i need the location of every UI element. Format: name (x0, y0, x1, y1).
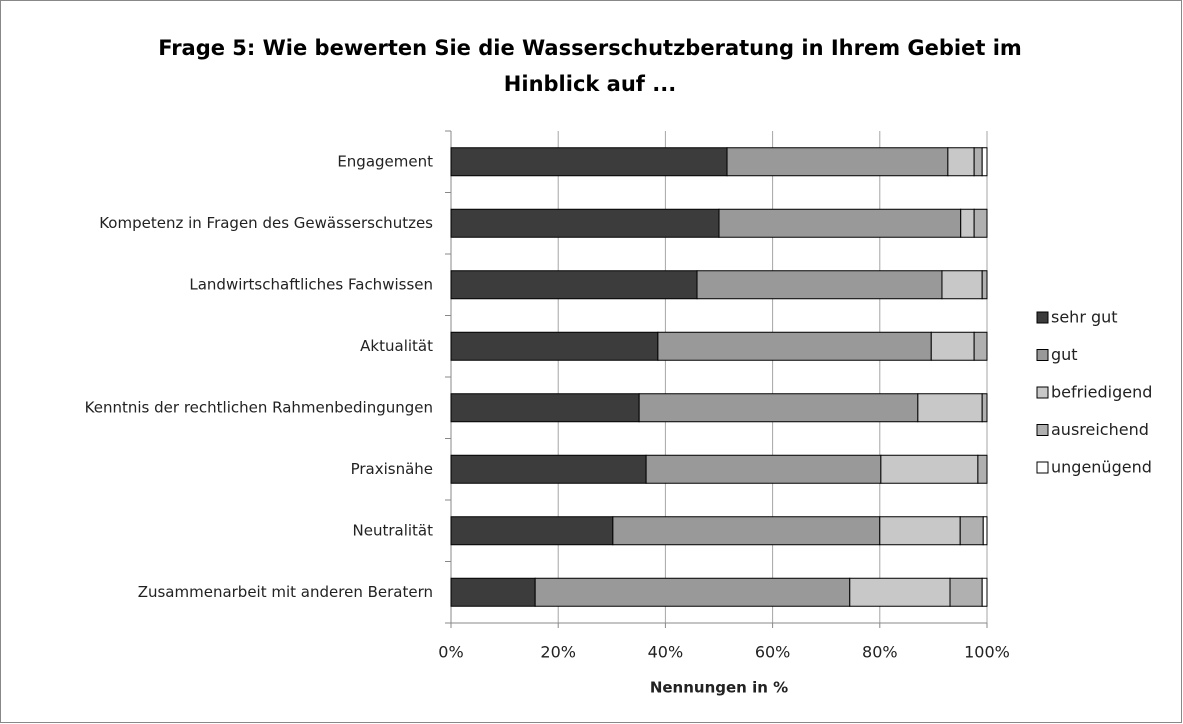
bar-segment (981, 577, 988, 607)
y-tick-label: Praxisnähe (351, 460, 433, 478)
bar-segment (981, 393, 988, 423)
bar-segment (450, 577, 536, 607)
bar-segment (947, 147, 975, 177)
bar-segment (726, 147, 949, 177)
bar-segment (696, 270, 943, 300)
bar-segment (534, 577, 851, 607)
y-tick-label: Landwirtschaftliches Fachwissen (189, 275, 433, 293)
bar-segment (973, 331, 988, 361)
legend-swatch (1036, 386, 1049, 399)
bar-segment (982, 516, 988, 546)
bar-segment (450, 393, 640, 423)
bar-segment (880, 454, 979, 484)
y-tick-label: Aktualität (360, 337, 433, 355)
legend-label: befriedigend (1051, 383, 1152, 402)
bar-segment (849, 577, 951, 607)
bar-segment (973, 147, 983, 177)
legend-label: ungenügend (1051, 458, 1152, 477)
legend-swatch (1036, 424, 1049, 436)
x-tick-label: 40% (648, 643, 684, 662)
bar-segment (917, 393, 983, 423)
legend-swatch (1036, 311, 1049, 324)
x-tick-label: 0% (438, 643, 463, 662)
x-tick-label: 100% (964, 643, 1010, 662)
y-tick-label: Kompetenz in Fragen des Gewässerschutzes (99, 214, 433, 232)
x-tick-label: 20% (540, 643, 576, 662)
bar-segment (930, 331, 975, 361)
bar-segment (450, 454, 647, 484)
bar-segment (638, 393, 919, 423)
bar-segment (977, 454, 988, 484)
legend-swatch (1036, 349, 1049, 361)
bar-segment (949, 577, 983, 607)
y-tick-label: Neutralität (353, 521, 434, 539)
bar-segment (879, 516, 961, 546)
y-tick-label: Kenntnis der rechtlichen Rahmenbedingung… (85, 398, 433, 416)
bar-segment (718, 208, 962, 238)
x-axis-title: Nennungen in % (650, 679, 788, 697)
bar-segment (941, 270, 983, 300)
bar-segment (450, 331, 659, 361)
bar-segment (973, 208, 988, 238)
y-tick-label: Zusammenarbeit mit anderen Beratern (138, 583, 433, 601)
legend-label: sehr gut (1051, 308, 1118, 327)
bar-segment (612, 516, 881, 546)
bar-segment (981, 147, 988, 177)
bar-segment (981, 270, 988, 300)
legend-label: ausreichend (1051, 420, 1149, 439)
bar-segment (645, 454, 882, 484)
bar-segment (450, 147, 728, 177)
chart-title: Frage 5: Wie bewerten Sie die Wasserschu… (158, 36, 1022, 96)
bar-segment (960, 208, 975, 238)
bar-segment (450, 270, 698, 300)
x-tick-label: 80% (862, 643, 898, 662)
bar-segment (959, 516, 984, 546)
x-tick-label: 60% (755, 643, 791, 662)
y-tick-label: Engagement (337, 152, 433, 170)
bar-segment (450, 516, 614, 546)
bar-segment (657, 331, 932, 361)
bar-segment (450, 208, 720, 238)
legend-swatch (1036, 461, 1049, 474)
legend-label: gut (1051, 345, 1078, 364)
